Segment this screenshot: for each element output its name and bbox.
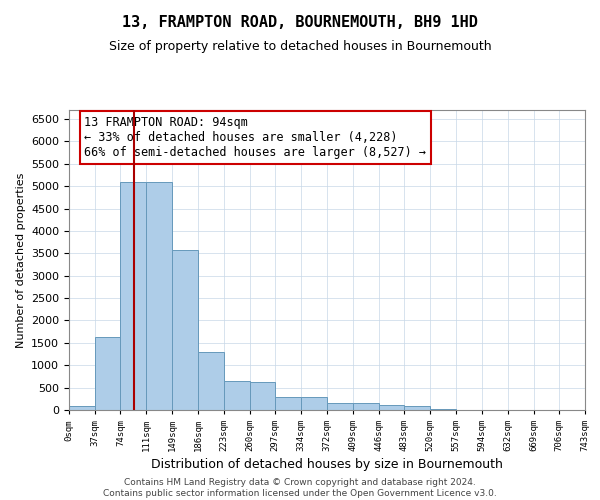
Text: 13 FRAMPTON ROAD: 94sqm
← 33% of detached houses are smaller (4,228)
66% of semi: 13 FRAMPTON ROAD: 94sqm ← 33% of detache… <box>85 116 427 159</box>
X-axis label: Distribution of detached houses by size in Bournemouth: Distribution of detached houses by size … <box>151 458 503 471</box>
Bar <box>404 406 430 410</box>
Text: Contains HM Land Registry data © Crown copyright and database right 2024.
Contai: Contains HM Land Registry data © Crown c… <box>103 478 497 498</box>
Bar <box>328 404 353 410</box>
Y-axis label: Number of detached properties: Number of detached properties <box>16 172 26 348</box>
Text: Size of property relative to detached houses in Bournemouth: Size of property relative to detached ho… <box>109 40 491 53</box>
Bar <box>69 406 95 410</box>
Bar <box>379 405 404 410</box>
Bar <box>250 382 275 410</box>
Text: 13, FRAMPTON ROAD, BOURNEMOUTH, BH9 1HD: 13, FRAMPTON ROAD, BOURNEMOUTH, BH9 1HD <box>122 15 478 30</box>
Bar <box>301 396 326 410</box>
Bar <box>430 409 456 410</box>
Bar <box>353 404 379 410</box>
Bar <box>95 336 121 410</box>
Bar <box>146 182 172 410</box>
Bar <box>121 182 146 410</box>
Bar <box>275 396 301 410</box>
Bar <box>224 382 250 410</box>
Bar <box>172 250 198 410</box>
Bar <box>198 352 224 410</box>
